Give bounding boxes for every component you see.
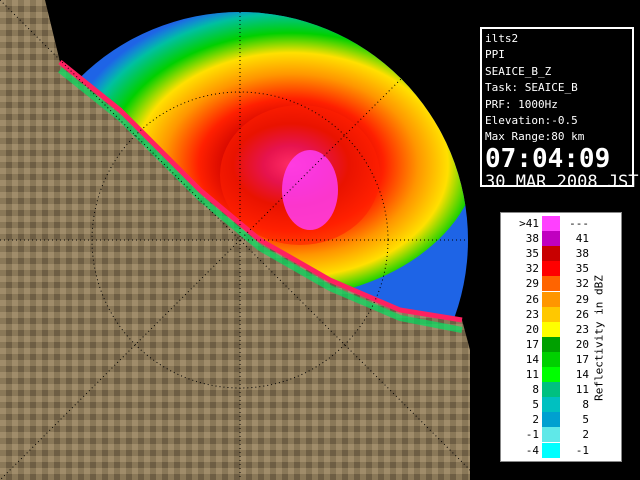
legend-high: 26: [575, 307, 589, 321]
legend-high: 8: [582, 398, 589, 412]
info-line: Max Range:80 km: [485, 130, 585, 144]
legend-row: 17 20: [501, 336, 601, 352]
legend-low: -4: [525, 443, 539, 457]
legend-high: 38: [575, 247, 589, 261]
info-line: Task: SEAICE_B: [485, 81, 578, 95]
legend-swatch: [542, 231, 560, 247]
info-line: PPI: [485, 48, 505, 62]
legend-row: 29 32: [501, 276, 601, 292]
legend-swatch: [542, 321, 560, 337]
legend-row: -4 -1: [501, 442, 601, 458]
legend-high: 5: [582, 413, 589, 427]
legend-low: 14: [525, 352, 539, 366]
legend-low: 35: [525, 247, 539, 261]
legend-low: 26: [525, 292, 539, 306]
radar-image: [0, 0, 480, 480]
scan-date: 30 MAR 2008 JST: [485, 171, 639, 192]
legend-high: 23: [575, 322, 589, 336]
legend-high: 41: [575, 232, 589, 246]
legend-low: 32: [525, 262, 539, 276]
legend-low: 29: [525, 277, 539, 291]
legend-low: 5: [532, 398, 539, 412]
legend-high: 35: [575, 262, 589, 276]
legend-row: -1 2: [501, 427, 601, 443]
legend-row: 32 35: [501, 261, 601, 277]
legend-row: 8 11: [501, 382, 601, 398]
legend-swatch: [542, 412, 560, 428]
legend-low: 23: [525, 307, 539, 321]
legend-high: 17: [575, 352, 589, 366]
legend-low: >41: [519, 217, 539, 230]
legend-row: 11 14: [501, 367, 601, 382]
legend-row: 14 17: [501, 351, 601, 367]
range-rings: [0, 0, 480, 480]
legend-high: 20: [575, 337, 589, 351]
legend-low: 38: [525, 232, 539, 246]
legend-high: ---: [569, 217, 589, 230]
info-line: PRF: 1000Hz: [485, 97, 558, 111]
info-line: Elevation:-0.5: [485, 114, 578, 128]
legend-swatch: [542, 246, 560, 262]
land: [0, 0, 470, 480]
legend-high: -1: [575, 443, 589, 457]
legend-high: 11: [575, 383, 589, 397]
legend-swatch: [542, 367, 560, 382]
legend-row: 23 26: [501, 306, 601, 322]
legend-swatch: [542, 261, 560, 277]
legend-high: 2: [582, 428, 589, 442]
legend-swatch: [542, 382, 560, 398]
legend-low: 2: [532, 413, 539, 427]
coastal-echo: [58, 67, 463, 333]
legend-row: 26 29: [501, 291, 601, 307]
legend-swatch: [542, 351, 560, 367]
legend-row: 38 41: [501, 231, 601, 247]
legend-swatch: [542, 276, 560, 292]
legend-row: >41 ---: [501, 216, 601, 231]
legend-high: 29: [575, 292, 589, 306]
info-panel: ilts2 PPI SEAICE_B_Z Task: SEAICE_B PRF: 100…: [480, 27, 639, 192]
legend-high: 32: [575, 277, 589, 291]
legend-swatch: [542, 336, 560, 352]
legend-low: 8: [532, 383, 539, 397]
info-line: SEAICE_B_Z: [485, 64, 552, 78]
legend-row: 20 23: [501, 321, 601, 337]
legend-low: -1: [525, 428, 539, 442]
info-line: ilts2: [485, 32, 519, 45]
legend-low: 20: [525, 322, 539, 336]
legend-low: 17: [525, 337, 539, 351]
legend-swatch: [542, 216, 560, 231]
legend-swatch: [542, 397, 560, 413]
legend-swatch: [542, 427, 560, 443]
legend-swatch: [542, 442, 560, 458]
legend: Reflectivity in dBZ >41 --- 38 41 35 38 32 35 29…: [500, 212, 622, 462]
legend-swatch: [542, 291, 560, 307]
legend-high: 14: [575, 368, 589, 381]
legend-swatch: [542, 306, 560, 322]
legend-row: 35 38: [501, 246, 601, 262]
scan-time: 07:04:09: [485, 143, 611, 174]
legend-low: 11: [525, 368, 539, 381]
